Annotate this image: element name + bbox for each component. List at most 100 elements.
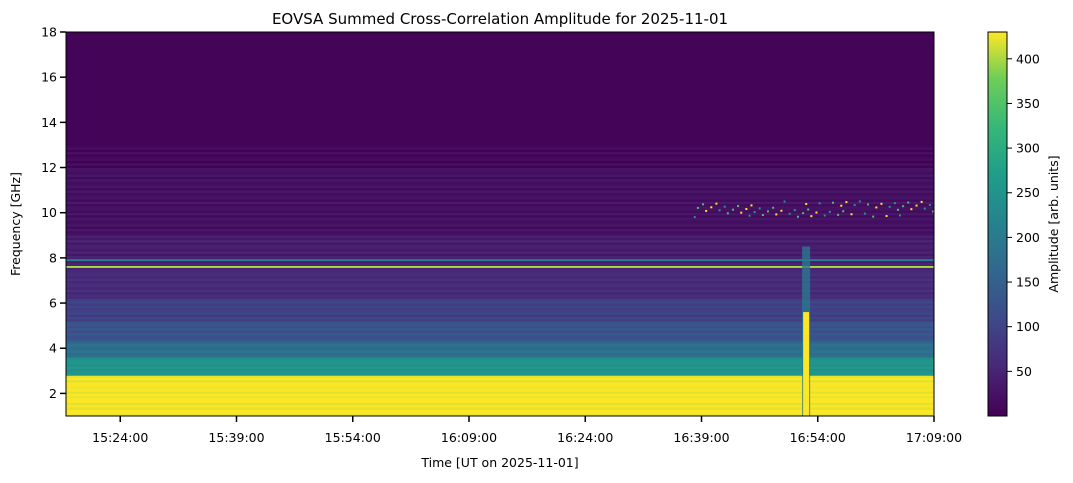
heatmap-row [66, 147, 934, 150]
heatmap-row [66, 212, 934, 216]
heatmap-row [66, 411, 934, 415]
heatmap-row [66, 280, 934, 284]
spike [832, 201, 835, 204]
heatmap-row [66, 370, 934, 374]
heatmap-row [66, 237, 934, 241]
heatmap-row [66, 373, 934, 376]
heatmap-row [66, 339, 934, 342]
heatmap-row [66, 201, 934, 205]
heatmap-row [66, 169, 934, 173]
spike [915, 204, 918, 207]
heatmap-row [66, 221, 934, 225]
spike [845, 201, 848, 204]
spike [726, 212, 729, 215]
heatmap-row [66, 379, 934, 383]
x-tick-label: 16:09:00 [441, 430, 497, 445]
spike [920, 200, 923, 203]
heatmap-row [66, 386, 934, 390]
heatmap-row [66, 377, 934, 381]
heatmap-row [66, 142, 934, 146]
rfi-line [66, 259, 934, 262]
heatmap-row [66, 332, 934, 336]
heatmap-row [66, 165, 934, 168]
heatmap-row [66, 314, 934, 318]
heatmap-row [66, 409, 934, 412]
spike [815, 211, 818, 214]
spike [796, 215, 799, 218]
heatmap-row [66, 323, 934, 327]
spike [858, 200, 861, 203]
heatmap-row [66, 343, 934, 347]
heatmap-row [66, 312, 934, 315]
spike [842, 210, 845, 213]
heatmap-row [66, 402, 934, 406]
x-tick-label: 16:54:00 [790, 430, 846, 445]
colorbar-tick-label: 150 [1016, 275, 1040, 290]
x-tick-label: 15:39:00 [208, 430, 264, 445]
heatmap-row [66, 364, 934, 367]
heatmap-row [66, 393, 934, 397]
spike [907, 201, 910, 204]
heatmap-row [66, 167, 934, 171]
heatmap-row [66, 395, 934, 399]
spike [880, 202, 883, 205]
heatmap-row [66, 400, 934, 403]
heatmap-row [66, 224, 934, 227]
heatmap-row [66, 244, 934, 247]
heatmap-row [66, 406, 934, 410]
heatmap-row [66, 404, 934, 408]
heatmap-row [66, 199, 934, 202]
heatmap-row [66, 303, 934, 306]
y-tick-label: 8 [49, 250, 57, 265]
heatmap-row [66, 269, 934, 272]
heatmap-row [66, 228, 934, 232]
heatmap-row [66, 282, 934, 286]
heatmap-row [66, 242, 934, 245]
heatmap-row [66, 253, 934, 257]
heatmap-row [66, 156, 934, 159]
heatmap-row [66, 251, 934, 254]
heatmap-row [66, 287, 934, 290]
heatmap-row [66, 334, 934, 338]
y-tick-label: 4 [49, 341, 57, 356]
heatmap-row [66, 325, 934, 329]
spike [767, 210, 770, 213]
spike [818, 202, 821, 205]
chart-title: EOVSA Summed Cross-Correlation Amplitude… [272, 10, 728, 28]
spike [780, 209, 783, 212]
heatmap-row [66, 190, 934, 193]
y-tick-label: 12 [41, 160, 57, 175]
spike [758, 207, 761, 210]
colorbar-tick-label: 50 [1016, 364, 1032, 379]
heatmap-row [66, 382, 934, 385]
heatmap-row [66, 361, 934, 365]
colorbar-tick-label: 300 [1016, 141, 1040, 156]
x-axis-label: Time [UT on 2025-11-01] [420, 455, 578, 470]
spike [893, 202, 896, 205]
heatmap-row [66, 210, 934, 214]
spike [705, 209, 708, 212]
heatmap-row [66, 262, 934, 266]
heatmap-row [66, 208, 934, 211]
heatmap-row [66, 350, 934, 354]
colorbar-tick-label: 400 [1016, 51, 1040, 66]
colorbar-label: Amplitude [arb. units] [1046, 155, 1061, 292]
spike [715, 202, 718, 205]
heatmap-row [66, 352, 934, 356]
spike [910, 208, 913, 211]
heatmap-row [66, 366, 934, 369]
spike [863, 212, 866, 215]
heatmap-row [66, 355, 934, 358]
spike [693, 216, 696, 219]
spike [718, 209, 721, 212]
heatmap-row [66, 273, 934, 277]
heatmap-row [66, 388, 934, 392]
y-axis: 2 4 6 8 10 12 14 16 18 [41, 25, 66, 401]
plot-frame [65, 31, 935, 417]
heatmap-row [66, 144, 934, 148]
heatmap-row [66, 318, 934, 322]
spike [805, 202, 808, 205]
spike [793, 209, 796, 212]
heatmap-row [66, 239, 934, 243]
